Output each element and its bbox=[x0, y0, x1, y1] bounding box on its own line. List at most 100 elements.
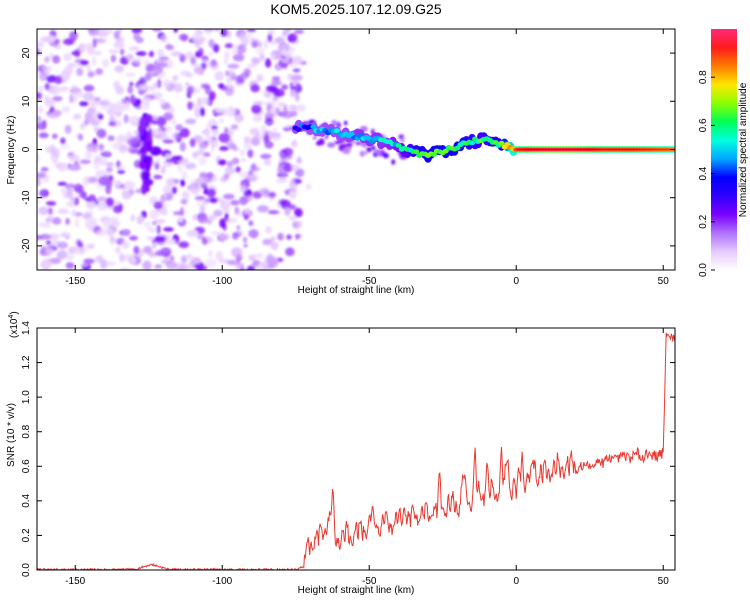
noise-blob bbox=[182, 191, 190, 202]
noise-blob bbox=[160, 165, 166, 175]
noise-blob bbox=[76, 67, 84, 77]
noise-blob bbox=[179, 263, 189, 270]
noise-blob bbox=[92, 38, 97, 48]
noise-blob bbox=[173, 29, 178, 33]
noise-blob bbox=[54, 75, 63, 85]
noise-blob bbox=[193, 66, 205, 75]
noise-blob bbox=[266, 103, 271, 112]
noise-blob bbox=[38, 206, 50, 215]
noise-blob bbox=[172, 211, 184, 216]
noise-blob bbox=[114, 105, 124, 113]
noise-blob bbox=[144, 72, 152, 81]
noise-blob bbox=[296, 104, 306, 112]
spectrogram-noise bbox=[37, 29, 408, 270]
colorbar-tick-label: 0.8 bbox=[698, 70, 709, 84]
noise-blob bbox=[48, 207, 53, 215]
noise-blob bbox=[175, 124, 184, 131]
ridge-scatter-blob bbox=[342, 148, 351, 155]
noise-blob bbox=[59, 86, 70, 91]
noise-blob bbox=[153, 174, 163, 180]
noise-blob bbox=[224, 51, 230, 60]
noise-blob bbox=[243, 68, 251, 77]
noise-blob bbox=[256, 205, 269, 213]
noise-blob bbox=[90, 120, 100, 126]
noise-blob bbox=[119, 253, 125, 263]
noise-blob bbox=[199, 107, 205, 117]
noise-blob bbox=[179, 127, 190, 138]
noise-blob bbox=[232, 53, 245, 62]
noise-blob bbox=[224, 166, 236, 175]
noise-blob bbox=[208, 39, 215, 48]
ridge-core bbox=[430, 152, 437, 157]
noise-blob bbox=[266, 253, 274, 264]
noise-blob bbox=[227, 70, 236, 79]
noise-stripe-blob bbox=[147, 127, 153, 142]
noise-blob bbox=[160, 208, 168, 216]
noise-blob bbox=[72, 209, 77, 217]
noise-blob bbox=[263, 158, 272, 166]
noise-blob bbox=[278, 199, 287, 206]
noise-blob bbox=[265, 58, 272, 68]
noise-blob bbox=[214, 71, 224, 81]
noise-blob bbox=[205, 29, 212, 36]
noise-blob bbox=[114, 65, 125, 73]
ridge-core bbox=[295, 127, 302, 132]
noise-blob bbox=[215, 250, 224, 261]
noise-blob bbox=[66, 186, 73, 196]
noise-blob bbox=[201, 265, 208, 270]
noise-blob bbox=[162, 185, 172, 194]
noise-blob bbox=[52, 109, 62, 117]
noise-blob bbox=[133, 245, 140, 255]
noise-blob bbox=[240, 157, 247, 163]
y-tick-label: -10 bbox=[21, 190, 32, 205]
noise-blob bbox=[292, 68, 301, 73]
noise-blob bbox=[195, 87, 201, 94]
noise-blob bbox=[88, 243, 95, 249]
noise-stripe-blob bbox=[141, 142, 148, 155]
noise-blob bbox=[263, 39, 268, 49]
noise-blob bbox=[151, 120, 158, 125]
colorbar-strip bbox=[711, 29, 737, 270]
noise-blob bbox=[210, 59, 217, 67]
noise-blob bbox=[143, 58, 149, 66]
ridge-scatter-blob bbox=[344, 120, 348, 126]
noise-blob bbox=[130, 94, 136, 105]
noise-blob bbox=[83, 92, 95, 101]
noise-blob bbox=[37, 85, 44, 92]
noise-blob bbox=[91, 143, 99, 153]
noise-blob bbox=[109, 236, 116, 245]
y-tick-label: -20 bbox=[21, 238, 32, 253]
noise-blob bbox=[238, 33, 249, 43]
noise-blob bbox=[112, 205, 123, 214]
noise-blob bbox=[56, 162, 68, 172]
noise-blob bbox=[170, 255, 175, 261]
noise-blob bbox=[40, 189, 46, 199]
noise-blob bbox=[129, 81, 134, 87]
noise-blob bbox=[45, 201, 57, 206]
noise-blob bbox=[120, 48, 125, 56]
spectrogram-ridge bbox=[291, 119, 675, 163]
noise-blob bbox=[123, 114, 129, 124]
noise-blob bbox=[197, 47, 204, 58]
noise-blob bbox=[98, 113, 104, 121]
noise-blob bbox=[223, 193, 235, 200]
noise-blob bbox=[65, 251, 74, 261]
noise-blob bbox=[137, 84, 149, 91]
snr-x-ticks: -150 -100 -50 0 50 bbox=[65, 328, 669, 587]
noise-blob bbox=[277, 232, 284, 241]
noise-blob bbox=[44, 97, 56, 107]
noise-blob bbox=[218, 83, 225, 89]
ridge-scatter-blob bbox=[391, 159, 396, 165]
noise-blob bbox=[85, 197, 92, 202]
noise-blob bbox=[219, 218, 226, 229]
noise-blob bbox=[213, 209, 223, 217]
noise-blob bbox=[153, 66, 162, 76]
noise-blob bbox=[185, 253, 193, 260]
noise-blob bbox=[74, 218, 80, 229]
noise-blob bbox=[173, 83, 184, 93]
noise-blob bbox=[45, 247, 55, 255]
noise-blob bbox=[271, 53, 276, 61]
noise-blob bbox=[288, 190, 297, 200]
noise-blob bbox=[262, 189, 270, 198]
noise-blob bbox=[63, 52, 72, 62]
